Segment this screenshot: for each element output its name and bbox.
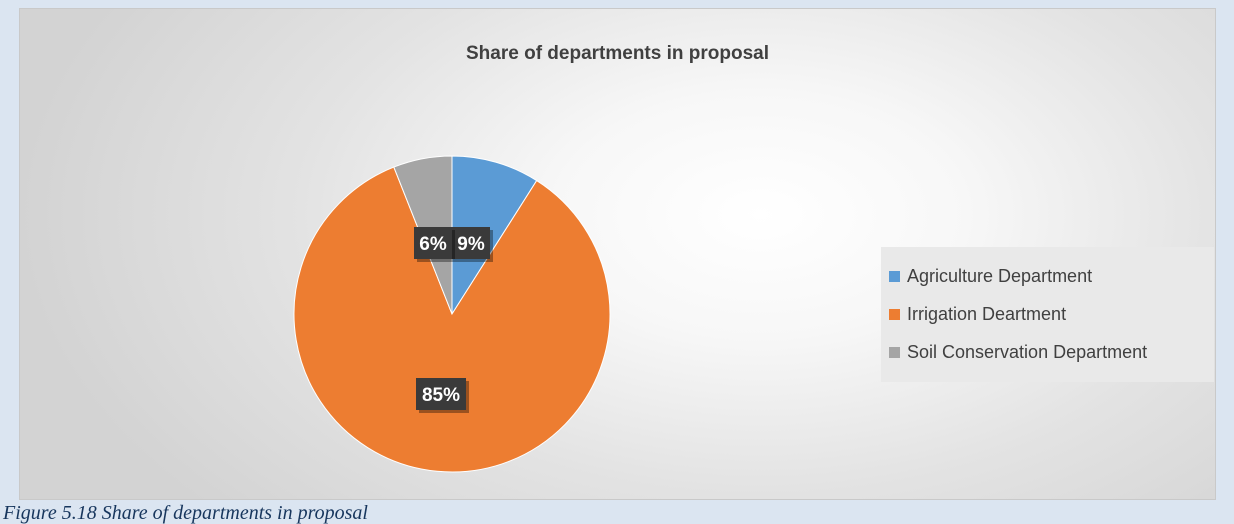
data-label: 6%	[414, 227, 455, 262]
data-label-text: 9%	[457, 234, 485, 255]
legend-swatch	[889, 346, 900, 358]
legend-item: Soil Conservation Department	[881, 333, 1214, 371]
legend-label: Irrigation Deartment	[907, 303, 1067, 324]
chart-legend: Agriculture Department Irrigation Deartm…	[881, 247, 1214, 382]
legend-swatch	[889, 270, 900, 282]
chart-title: Share of departments in proposal	[466, 43, 769, 64]
legend-swatch	[889, 308, 900, 320]
pie-slice	[451, 155, 538, 316]
legend-item: Irrigation Deartment	[881, 295, 1214, 333]
pie-slice	[293, 166, 611, 473]
pie-chart: 9% 6% 85%	[293, 155, 611, 473]
figure-caption: Figure 5.18 Share of departments in prop…	[3, 502, 368, 524]
legend-label: Agriculture Department	[907, 265, 1093, 286]
chart-area: Share of departments in proposal 9% 6% 85%…	[19, 8, 1216, 500]
data-label: 9%	[452, 227, 493, 262]
legend-label: Soil Conservation Department	[907, 341, 1148, 362]
legend-item: Agriculture Department	[881, 257, 1214, 295]
data-label-text: 6%	[419, 234, 447, 255]
data-label: 85%	[416, 378, 469, 413]
data-label-text: 85%	[422, 385, 460, 406]
